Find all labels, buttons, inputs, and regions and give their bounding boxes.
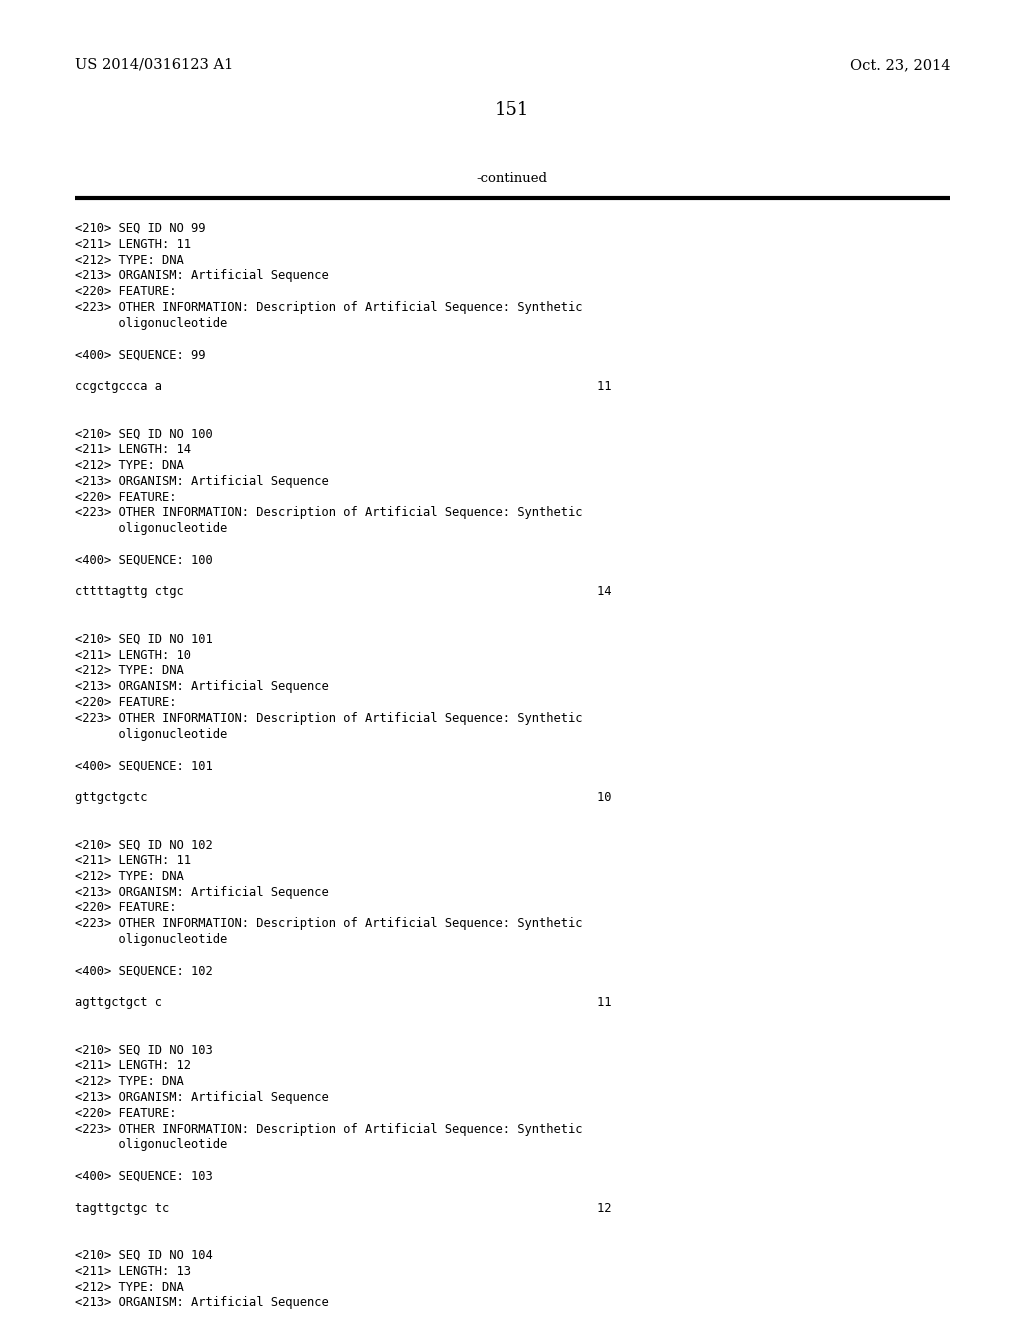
Text: -continued: -continued — [476, 172, 548, 185]
Text: <213> ORGANISM: Artificial Sequence: <213> ORGANISM: Artificial Sequence — [75, 680, 329, 693]
Text: <223> OTHER INFORMATION: Description of Artificial Sequence: Synthetic: <223> OTHER INFORMATION: Description of … — [75, 917, 583, 931]
Text: <223> OTHER INFORMATION: Description of Artificial Sequence: Synthetic: <223> OTHER INFORMATION: Description of … — [75, 1122, 583, 1135]
Text: <211> LENGTH: 13: <211> LENGTH: 13 — [75, 1265, 191, 1278]
Text: <220> FEATURE:: <220> FEATURE: — [75, 696, 176, 709]
Text: <210> SEQ ID NO 104: <210> SEQ ID NO 104 — [75, 1249, 213, 1262]
Text: <211> LENGTH: 10: <211> LENGTH: 10 — [75, 648, 191, 661]
Text: oligonucleotide: oligonucleotide — [75, 1138, 227, 1151]
Text: <210> SEQ ID NO 101: <210> SEQ ID NO 101 — [75, 632, 213, 645]
Text: Oct. 23, 2014: Oct. 23, 2014 — [850, 58, 950, 73]
Text: <213> ORGANISM: Artificial Sequence: <213> ORGANISM: Artificial Sequence — [75, 269, 329, 282]
Text: <211> LENGTH: 11: <211> LENGTH: 11 — [75, 854, 191, 867]
Text: <400> SEQUENCE: 100: <400> SEQUENCE: 100 — [75, 554, 213, 566]
Text: oligonucleotide: oligonucleotide — [75, 317, 227, 330]
Text: tagttgctgc tc                                                           12: tagttgctgc tc 12 — [75, 1201, 611, 1214]
Text: <213> ORGANISM: Artificial Sequence: <213> ORGANISM: Artificial Sequence — [75, 1092, 329, 1104]
Text: <220> FEATURE:: <220> FEATURE: — [75, 902, 176, 915]
Text: <212> TYPE: DNA: <212> TYPE: DNA — [75, 253, 183, 267]
Text: <211> LENGTH: 11: <211> LENGTH: 11 — [75, 238, 191, 251]
Text: <400> SEQUENCE: 102: <400> SEQUENCE: 102 — [75, 965, 213, 978]
Text: <400> SEQUENCE: 99: <400> SEQUENCE: 99 — [75, 348, 206, 362]
Text: oligonucleotide: oligonucleotide — [75, 727, 227, 741]
Text: <400> SEQUENCE: 101: <400> SEQUENCE: 101 — [75, 759, 213, 772]
Text: cttttagttg ctgc                                                         14: cttttagttg ctgc 14 — [75, 585, 611, 598]
Text: <220> FEATURE:: <220> FEATURE: — [75, 491, 176, 504]
Text: US 2014/0316123 A1: US 2014/0316123 A1 — [75, 58, 233, 73]
Text: <212> TYPE: DNA: <212> TYPE: DNA — [75, 459, 183, 473]
Text: <220> FEATURE:: <220> FEATURE: — [75, 1106, 176, 1119]
Text: 151: 151 — [495, 102, 529, 119]
Text: <213> ORGANISM: Artificial Sequence: <213> ORGANISM: Artificial Sequence — [75, 886, 329, 899]
Text: <400> SEQUENCE: 103: <400> SEQUENCE: 103 — [75, 1170, 213, 1183]
Text: oligonucleotide: oligonucleotide — [75, 523, 227, 535]
Text: <212> TYPE: DNA: <212> TYPE: DNA — [75, 870, 183, 883]
Text: <212> TYPE: DNA: <212> TYPE: DNA — [75, 1280, 183, 1294]
Text: <212> TYPE: DNA: <212> TYPE: DNA — [75, 664, 183, 677]
Text: <223> OTHER INFORMATION: Description of Artificial Sequence: Synthetic: <223> OTHER INFORMATION: Description of … — [75, 507, 583, 519]
Text: <210> SEQ ID NO 100: <210> SEQ ID NO 100 — [75, 428, 213, 441]
Text: <211> LENGTH: 12: <211> LENGTH: 12 — [75, 1060, 191, 1072]
Text: <211> LENGTH: 14: <211> LENGTH: 14 — [75, 444, 191, 457]
Text: <223> OTHER INFORMATION: Description of Artificial Sequence: Synthetic: <223> OTHER INFORMATION: Description of … — [75, 711, 583, 725]
Text: <210> SEQ ID NO 103: <210> SEQ ID NO 103 — [75, 1044, 213, 1056]
Text: <223> OTHER INFORMATION: Description of Artificial Sequence: Synthetic: <223> OTHER INFORMATION: Description of … — [75, 301, 583, 314]
Text: <220> FEATURE:: <220> FEATURE: — [75, 285, 176, 298]
Text: <213> ORGANISM: Artificial Sequence: <213> ORGANISM: Artificial Sequence — [75, 1296, 329, 1309]
Text: <213> ORGANISM: Artificial Sequence: <213> ORGANISM: Artificial Sequence — [75, 475, 329, 488]
Text: gttgctgctc                                                              10: gttgctgctc 10 — [75, 791, 611, 804]
Text: oligonucleotide: oligonucleotide — [75, 933, 227, 946]
Text: <210> SEQ ID NO 99: <210> SEQ ID NO 99 — [75, 222, 206, 235]
Text: <212> TYPE: DNA: <212> TYPE: DNA — [75, 1076, 183, 1088]
Text: <210> SEQ ID NO 102: <210> SEQ ID NO 102 — [75, 838, 213, 851]
Text: agttgctgct c                                                            11: agttgctgct c 11 — [75, 997, 611, 1010]
Text: ccgctgccca a                                                            11: ccgctgccca a 11 — [75, 380, 611, 393]
